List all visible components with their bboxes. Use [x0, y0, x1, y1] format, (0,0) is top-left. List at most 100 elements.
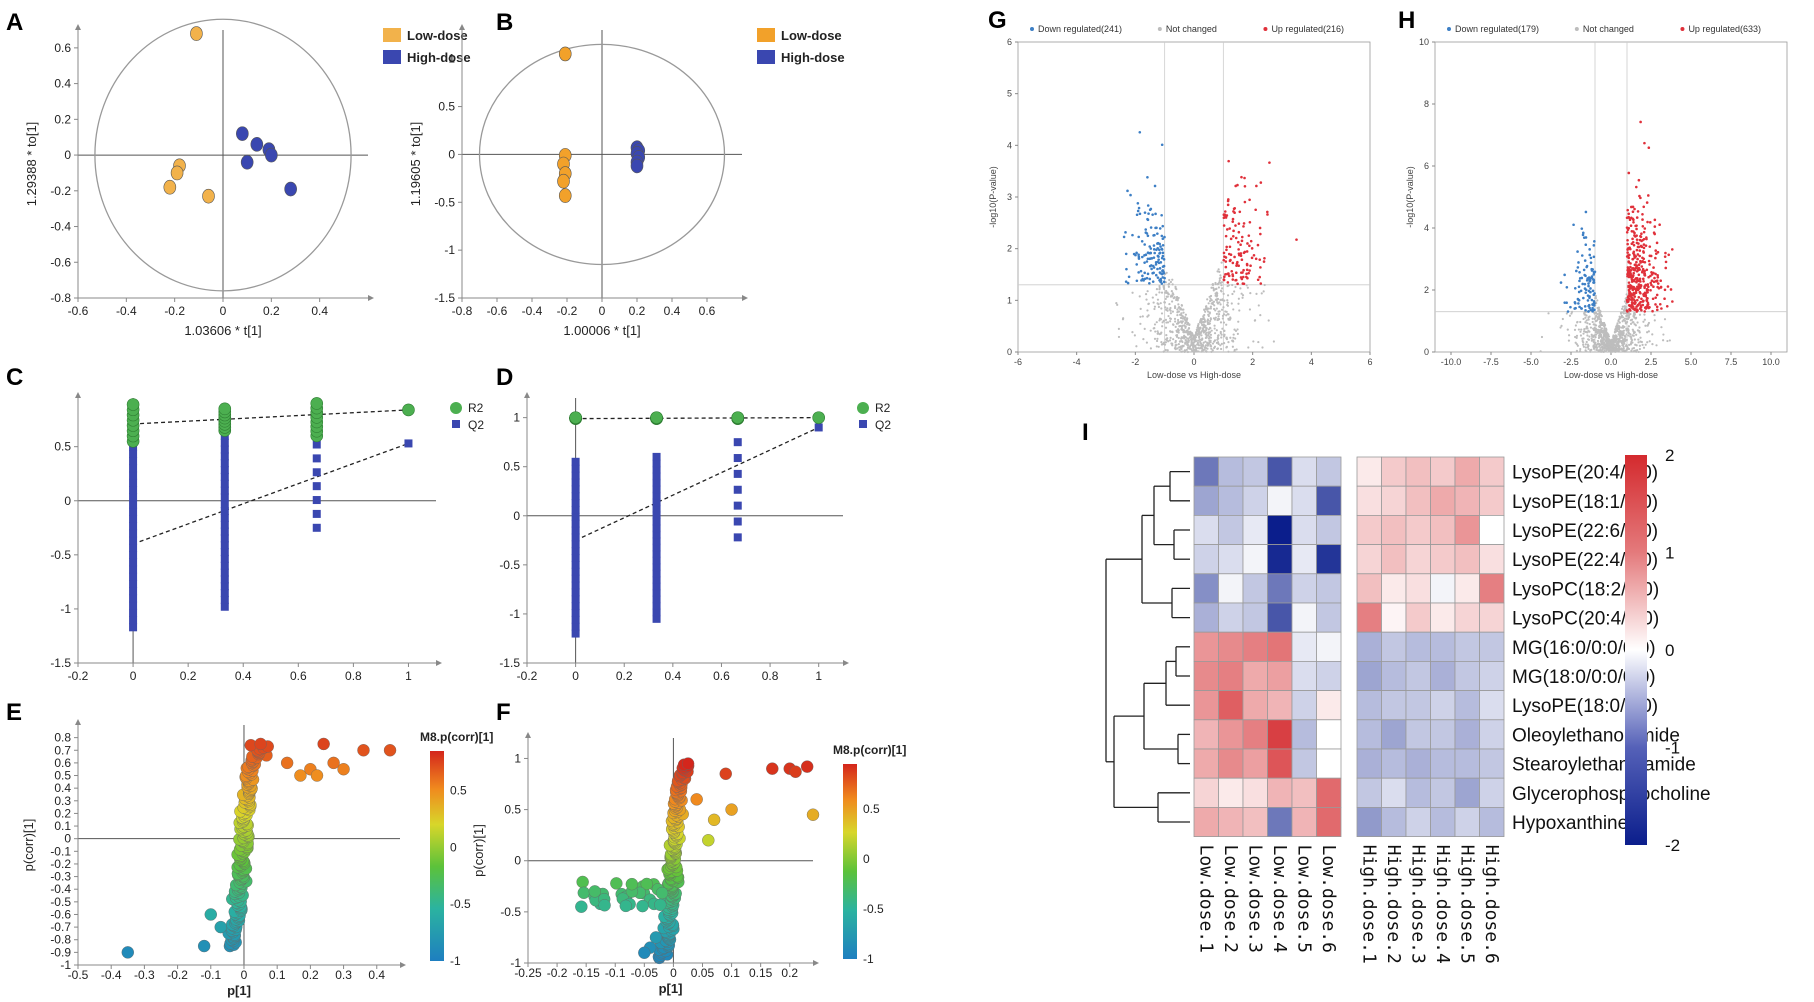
- not-changed-point: [1211, 342, 1215, 345]
- up-regulated-point: [1649, 288, 1652, 292]
- legend-r2-label: R2: [875, 401, 891, 415]
- not-changed-point: [1115, 301, 1118, 305]
- up-regulated-point: [1637, 283, 1641, 286]
- up-regulated-point: [1639, 259, 1642, 263]
- q2-point: [652, 498, 661, 507]
- not-changed-point: [1218, 301, 1221, 304]
- up-regulated-point: [1671, 300, 1674, 303]
- not-changed-point: [1614, 345, 1617, 349]
- up-regulated-point: [1626, 248, 1629, 251]
- up-regulated-point: [1633, 295, 1637, 298]
- heatmap-cell: [1356, 748, 1382, 779]
- not-changed-point: [1207, 337, 1211, 340]
- not-changed-point: [1156, 330, 1159, 333]
- loading-point: [575, 900, 588, 913]
- not-changed-point: [1203, 320, 1207, 323]
- not-changed-point: [1169, 320, 1172, 323]
- loading-point: [204, 908, 217, 921]
- not-changed-point: [1653, 319, 1656, 322]
- not-changed-point: [1634, 324, 1637, 327]
- heatmap-row-label: LysoPC(18:2/0:0): [1512, 579, 1659, 600]
- r2-point: [650, 411, 663, 424]
- q2-point: [733, 454, 742, 463]
- not-changed-point: [1617, 347, 1620, 350]
- not-changed-point: [1174, 325, 1177, 329]
- not-changed-point: [1192, 341, 1195, 344]
- loading-point: [654, 898, 667, 911]
- heatmap-cell: [1430, 690, 1456, 721]
- q2-point: [220, 561, 229, 570]
- heatmap-cell: [1193, 719, 1219, 750]
- not-changed-point: [1642, 346, 1646, 349]
- heatmap-cell: [1316, 690, 1342, 721]
- colorbar-tick: 0.5: [863, 802, 880, 816]
- not-changed-point: [1204, 344, 1208, 347]
- not-changed-point: [1206, 322, 1210, 326]
- down-regulated-point: [1145, 260, 1149, 263]
- up-regulated-point: [1645, 236, 1648, 239]
- up-regulated-point: [1259, 266, 1262, 269]
- not-changed-point: [1187, 332, 1190, 335]
- not-changed-point: [1206, 341, 1209, 344]
- heatmap-cell: [1430, 777, 1456, 808]
- up-regulated-point: [1235, 262, 1239, 266]
- legend-label: Up regulated(633): [1688, 24, 1761, 34]
- q2-point: [220, 575, 229, 584]
- heatmap-cell: [1291, 573, 1317, 604]
- not-changed-point: [1177, 306, 1180, 309]
- up-regulated-point: [1628, 298, 1632, 301]
- not-changed-point: [1117, 327, 1120, 330]
- not-changed-point: [1165, 308, 1168, 311]
- not-changed-point: [1160, 312, 1164, 315]
- not-changed-point: [1234, 337, 1237, 340]
- x-tick-label: 0.8: [345, 669, 362, 683]
- x-tick-label: -2: [1131, 357, 1139, 367]
- up-regulated-point: [1259, 282, 1263, 285]
- down-regulated-point: [1137, 206, 1141, 210]
- not-changed-point: [1233, 328, 1236, 331]
- heatmap-cell: [1454, 748, 1480, 779]
- up-regulated-point: [1222, 216, 1226, 220]
- not-changed-point: [1540, 335, 1544, 339]
- up-regulated-point: [1631, 297, 1635, 301]
- panel-letter-h: H: [1398, 7, 1415, 34]
- down-regulated-point: [1581, 231, 1585, 235]
- q2-point: [220, 500, 229, 509]
- up-regulated-point: [1227, 159, 1230, 163]
- not-changed-point: [1566, 328, 1569, 331]
- not-changed-point: [1655, 344, 1658, 347]
- heatmap-cell: [1479, 573, 1505, 604]
- heatmap-cell: [1242, 573, 1268, 604]
- not-changed-point: [1158, 291, 1161, 294]
- not-changed-point: [1153, 337, 1157, 340]
- heatmap-cell: [1267, 456, 1293, 487]
- panel-letter-i: I: [1082, 419, 1089, 446]
- heatmap-column-label: High.dose.6: [1481, 845, 1502, 964]
- up-regulated-point: [1654, 272, 1657, 276]
- not-changed-point: [1638, 313, 1642, 316]
- not-changed-point: [1598, 311, 1601, 314]
- down-regulated-point: [1589, 287, 1592, 290]
- heatmap-cell: [1430, 631, 1456, 662]
- up-regulated-point: [1648, 263, 1651, 266]
- not-changed-point: [1611, 350, 1614, 353]
- down-regulated-point: [1582, 268, 1586, 272]
- not-changed-point: [1175, 334, 1178, 337]
- not-changed-point: [1641, 343, 1644, 346]
- loading-point: [619, 899, 633, 913]
- y-tick-label: 0.5: [54, 440, 71, 454]
- loading-point: [254, 737, 267, 751]
- down-regulated-point: [1124, 231, 1127, 234]
- y-tick-label: 0.2: [54, 112, 71, 126]
- down-regulated-point: [1590, 298, 1594, 302]
- heatmap-cell: [1291, 748, 1317, 779]
- q2-point: [220, 513, 229, 522]
- q2-point: [733, 517, 742, 526]
- down-regulated-point: [1135, 213, 1139, 217]
- not-changed-point: [1610, 347, 1613, 350]
- down-regulated-point: [1146, 175, 1149, 179]
- y-tick-label: -1.5: [499, 656, 520, 670]
- q2-point: [733, 438, 742, 447]
- not-changed-point: [1232, 333, 1235, 336]
- legend-marker: [1157, 27, 1162, 31]
